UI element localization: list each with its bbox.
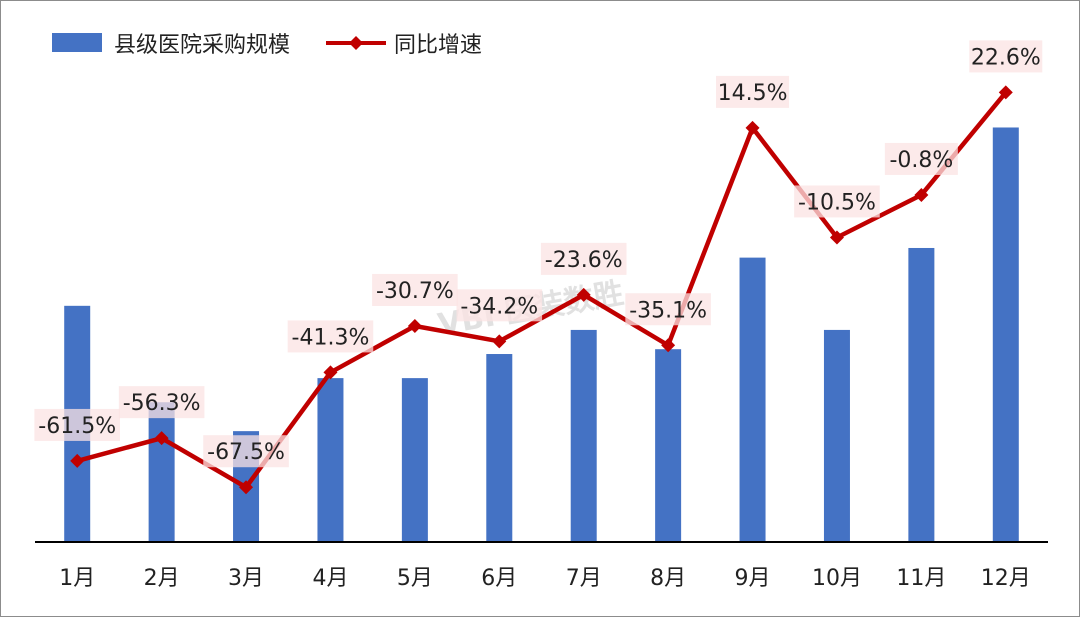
bar	[739, 257, 766, 542]
legend: 县级医院采购规模 同比增速	[52, 33, 482, 58]
line-marker	[154, 431, 169, 446]
data-label: -10.5%	[798, 190, 876, 215]
data-label-bg	[287, 320, 374, 353]
legend-label-line: 同比增速	[394, 33, 482, 58]
x-tick-labels: 1月 2月 3月 4月 5月 6月 7月 8月 9月 10月 11月 12月	[59, 566, 1031, 591]
data-labels: -61.5% -56.3%-67.5% -41.3%-30.7%-34.2% -23.…	[34, 40, 1043, 468]
data-label-bg	[118, 386, 205, 419]
x-tick-label: 12月	[981, 566, 1031, 591]
data-label: 22.6%	[971, 45, 1041, 70]
line-marker	[239, 480, 254, 495]
legend-marker-line	[349, 36, 363, 50]
x-tick-label: 8月	[650, 566, 686, 591]
data-label-bg	[372, 273, 458, 306]
data-label: 14.5%	[718, 81, 788, 106]
bar	[317, 378, 344, 542]
x-tick-label: 3月	[228, 566, 264, 591]
bar	[992, 127, 1019, 542]
x-tick-label: 5月	[397, 566, 433, 591]
data-label-bg	[625, 293, 711, 326]
bar	[823, 329, 850, 542]
bar	[148, 402, 175, 542]
line-marker	[576, 287, 591, 302]
x-tick-label: 7月	[566, 566, 602, 591]
data-label-bg	[540, 242, 627, 275]
line-marker	[492, 334, 507, 349]
data-label-bg	[794, 185, 880, 218]
x-tick-label: 4月	[312, 566, 348, 591]
data-label: -41.3%	[292, 325, 370, 350]
data-label-bg	[34, 408, 121, 441]
data-label-bg	[969, 40, 1043, 73]
line-marker	[323, 365, 338, 380]
line-marker	[745, 120, 760, 135]
bar	[486, 354, 513, 542]
line-marker	[661, 338, 676, 353]
legend-label-bar: 县级医院采购规模	[114, 33, 290, 58]
x-tick-label: 10月	[812, 566, 862, 591]
line-marker	[998, 85, 1013, 100]
bar	[401, 378, 428, 542]
bar	[570, 329, 597, 542]
data-label: -35.1%	[629, 298, 707, 323]
line-marker	[407, 318, 422, 333]
data-label-bg	[884, 142, 958, 175]
x-tick-label: 2月	[144, 566, 180, 591]
data-label-bg	[203, 435, 289, 468]
bar	[655, 349, 682, 542]
data-label: -56.3%	[123, 391, 201, 416]
data-label: -61.5%	[38, 414, 116, 439]
bar	[908, 247, 935, 543]
line-marker	[70, 453, 85, 468]
data-label: -67.5%	[207, 440, 285, 465]
data-label: -0.8%	[889, 148, 953, 173]
x-tick-label: 6月	[481, 566, 517, 591]
data-label-bg	[456, 289, 543, 322]
data-label: -30.7%	[376, 279, 454, 304]
data-label: -23.6%	[545, 248, 623, 273]
data-label-bg	[716, 75, 790, 108]
x-tick-label: 9月	[735, 566, 771, 591]
legend-swatch-bar	[52, 33, 102, 52]
line-marker	[914, 187, 929, 202]
data-label: -34.2%	[460, 294, 538, 319]
x-tick-label: 11月	[896, 566, 946, 591]
line-marker	[829, 230, 844, 245]
x-tick-label: 1月	[59, 566, 95, 591]
